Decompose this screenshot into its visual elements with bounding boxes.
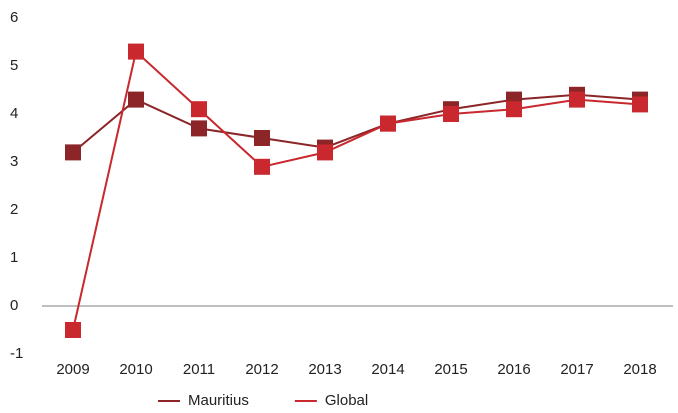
legend-label: Global xyxy=(325,392,368,409)
x-tick-label: 2011 xyxy=(183,361,215,378)
marker xyxy=(191,101,207,118)
marker xyxy=(443,106,459,122)
x-tick-label: 2014 xyxy=(371,361,404,378)
series-line xyxy=(72,93,641,154)
y-tick-label: 0 xyxy=(10,297,18,314)
marker xyxy=(65,144,81,161)
x-tick-label: 2015 xyxy=(434,361,467,378)
marker xyxy=(569,91,585,108)
y-tick-label: 5 xyxy=(10,57,18,74)
y-tick-label: 6 xyxy=(10,9,18,26)
x-tick-label: 2012 xyxy=(245,361,278,378)
x-tick-label: 2016 xyxy=(497,361,530,378)
marker xyxy=(380,115,396,132)
x-tick-label: 2010 xyxy=(119,361,152,378)
marker xyxy=(506,101,522,118)
y-tick-label: 4 xyxy=(10,105,18,122)
x-tick-label: 2009 xyxy=(56,361,89,378)
y-tick-label: -1 xyxy=(10,345,23,362)
marker xyxy=(128,43,144,60)
x-tick-label: 2017 xyxy=(560,361,593,378)
marker xyxy=(128,91,144,108)
legend-label: Mauritius xyxy=(188,392,249,409)
y-tick-label: 2 xyxy=(10,201,18,218)
marker xyxy=(317,144,333,161)
series-line xyxy=(72,49,641,331)
y-tick-label: 3 xyxy=(10,153,18,170)
marker xyxy=(65,322,81,338)
marker xyxy=(632,96,648,113)
marker xyxy=(254,158,270,175)
x-tick-label: 2013 xyxy=(308,361,341,378)
x-tick-label: 2018 xyxy=(623,361,656,378)
y-tick-label: 1 xyxy=(10,249,18,266)
marker xyxy=(254,130,270,146)
marker xyxy=(191,120,207,137)
